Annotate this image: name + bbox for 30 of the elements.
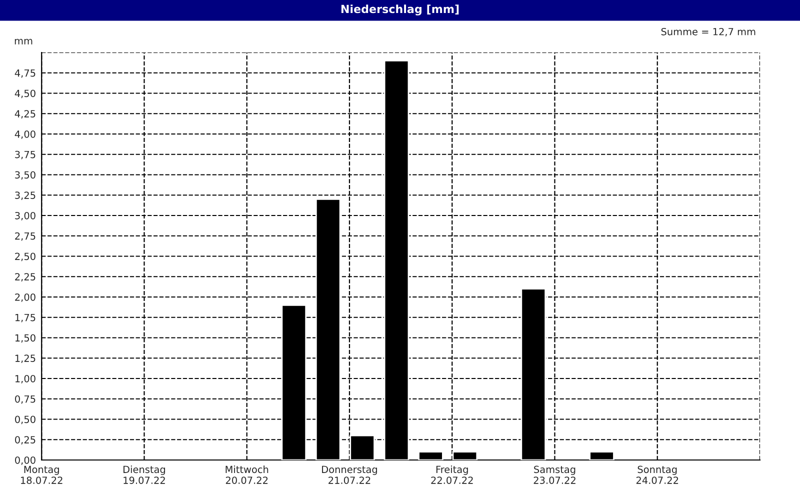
chart-title: Niederschlag [mm] [341, 4, 459, 16]
y-tick-label: 1,50 [15, 334, 36, 343]
y-tick-label: 4,50 [14, 90, 36, 98]
y-tick-label: 3,00 [15, 212, 36, 220]
x-tick-label: Dienstag 19.07.22 [124, 466, 166, 484]
x-tick-label: Mittwoch 20.07.22 [226, 466, 268, 484]
y-tick-label: 0,75 [15, 395, 36, 404]
y-tick-label: 2,00 [15, 293, 36, 302]
y-tick-label: 1,25 [15, 354, 36, 363]
y-tick-label: 3,25 [15, 192, 36, 200]
y-tick-label: 0,00 [15, 456, 36, 465]
y-tick-label: 4,25 [14, 110, 36, 118]
y-tick-label: 4,00 [14, 130, 36, 139]
x-tick-label: Samstag 23.07.22 [534, 466, 576, 484]
text: Summe = 12,7 mm [661, 28, 756, 36]
x-tick-label: Sonntag 24.07.22 [636, 466, 678, 484]
y-tick-label: 0,25 [15, 436, 36, 444]
y-tick-label: 0,50 [15, 416, 36, 424]
y-tick-label: 2,75 [15, 232, 36, 241]
y-tick-label: 3,75 [15, 150, 36, 160]
x-tick-label: Montag 18.07.22 [21, 466, 62, 484]
y-axis-title: mm [14, 38, 32, 44]
y-tick-label: 2,50 [15, 252, 36, 262]
y-tick-label: 1,75 [15, 314, 36, 322]
y-tick-label: 1,00 [15, 374, 36, 384]
y-tick-label: 3,50 [15, 171, 36, 180]
y-tick-label: 2,25 [15, 273, 36, 282]
x-tick-label: Donnerstag 21.07.22 [322, 466, 377, 484]
y-tick-label: 4,75 [14, 69, 36, 78]
x-tick-label: Freitag 22.07.22 [431, 466, 473, 484]
